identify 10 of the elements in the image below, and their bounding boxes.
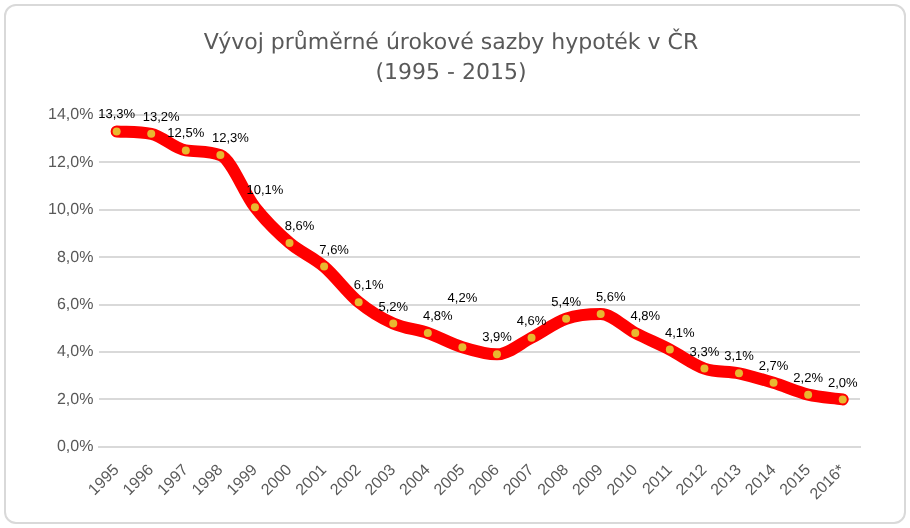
chart-subtitle: (1995 - 2015) [375, 59, 527, 86]
y-tick-label: 0,0% [56, 437, 94, 456]
y-tick-label: 2,0% [56, 389, 94, 408]
y-tick-label: 8,0% [56, 247, 94, 266]
y-tick-label: 10,0% [47, 200, 94, 219]
y-tick-label: 6,0% [56, 294, 94, 313]
y-tick-label: 14,0% [47, 105, 94, 124]
y-tick-label: 12,0% [47, 152, 94, 171]
chart-title: Vývoj průměrné úrokové sazby hypoték v ČR [203, 26, 699, 55]
y-tick-label: 4,0% [56, 342, 94, 361]
